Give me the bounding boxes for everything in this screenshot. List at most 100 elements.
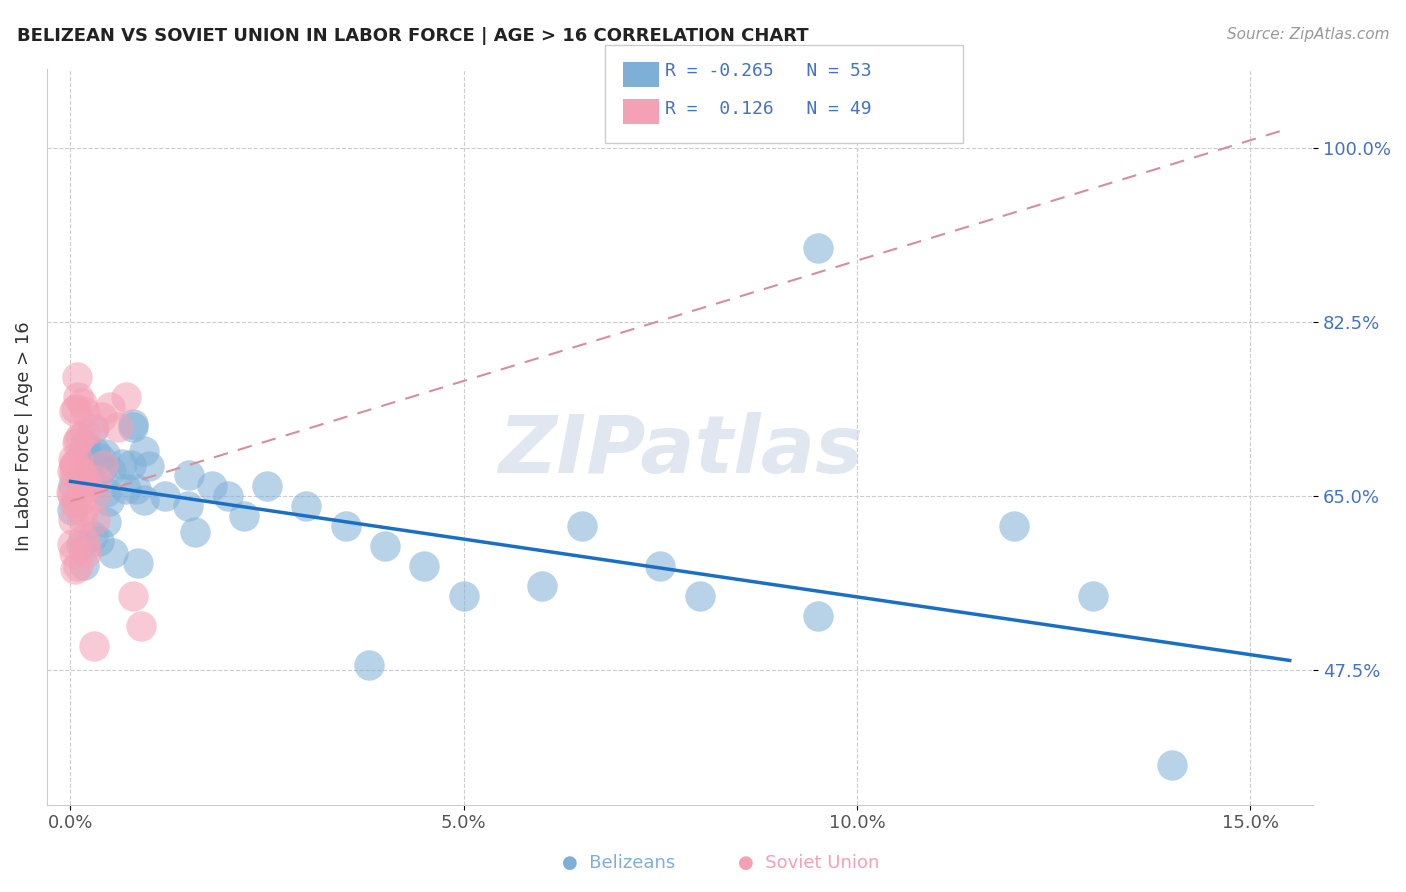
Point	[650, 558, 672, 573]
Point	[59, 485, 82, 500]
Point	[134, 493, 156, 508]
Point	[63, 458, 86, 473]
Text: Source: ZipAtlas.com: Source: ZipAtlas.com	[1226, 27, 1389, 42]
Point	[122, 417, 145, 431]
Point	[100, 464, 122, 478]
Point	[63, 404, 86, 418]
Point	[65, 496, 87, 510]
Point	[453, 589, 475, 603]
Point	[127, 556, 149, 570]
Text: ●  Belizeans: ● Belizeans	[562, 855, 675, 872]
Point	[60, 487, 83, 501]
Point	[114, 390, 136, 404]
Point	[98, 400, 121, 414]
Point	[83, 639, 105, 653]
Point	[72, 511, 94, 525]
Point	[125, 483, 148, 497]
Point	[94, 447, 117, 461]
Point	[1160, 757, 1182, 772]
Point	[60, 464, 83, 478]
Point	[83, 445, 105, 459]
Point	[134, 443, 156, 458]
Point	[62, 452, 84, 467]
Point	[94, 516, 117, 530]
Point	[122, 589, 145, 603]
Point	[295, 500, 318, 514]
Point	[82, 529, 104, 543]
Point	[122, 419, 145, 434]
Point	[70, 396, 93, 410]
Point	[807, 241, 830, 255]
Point	[101, 546, 124, 560]
Point	[83, 489, 105, 503]
Point	[75, 545, 97, 559]
Point	[89, 533, 111, 548]
Point	[77, 478, 100, 492]
Point	[111, 457, 134, 471]
Point	[84, 513, 107, 527]
Point	[63, 467, 86, 481]
Text: ●  Soviet Union: ● Soviet Union	[738, 855, 879, 872]
Point	[335, 519, 357, 533]
Point	[72, 532, 94, 546]
Point	[62, 478, 84, 492]
Point	[89, 451, 111, 466]
Point	[65, 402, 87, 417]
Point	[83, 420, 105, 434]
Point	[60, 536, 83, 550]
Point	[1081, 589, 1104, 603]
Point	[177, 500, 200, 514]
Point	[63, 458, 86, 472]
Point	[67, 558, 90, 573]
Point	[76, 480, 98, 494]
Point	[153, 489, 176, 503]
Point	[91, 462, 114, 476]
Point	[1002, 519, 1025, 533]
Point	[807, 608, 830, 623]
Text: R =  0.126   N = 49: R = 0.126 N = 49	[665, 100, 872, 118]
Text: BELIZEAN VS SOVIET UNION IN LABOR FORCE | AGE > 16 CORRELATION CHART: BELIZEAN VS SOVIET UNION IN LABOR FORCE …	[17, 27, 808, 45]
Point	[93, 458, 115, 472]
Point	[184, 525, 207, 540]
Point	[531, 579, 554, 593]
Point	[67, 453, 90, 467]
Point	[129, 618, 152, 632]
Point	[107, 419, 129, 434]
Point	[75, 539, 97, 553]
Point	[413, 558, 436, 573]
Point	[70, 482, 93, 496]
Point	[72, 465, 94, 479]
Point	[70, 538, 93, 552]
Y-axis label: In Labor Force | Age > 16: In Labor Force | Age > 16	[15, 322, 32, 551]
Point	[84, 473, 107, 487]
Point	[97, 494, 120, 508]
Point	[77, 467, 100, 481]
Point	[73, 558, 96, 573]
Point	[689, 589, 711, 603]
Point	[374, 539, 396, 553]
Point	[91, 409, 114, 424]
Point	[77, 469, 100, 483]
Point	[79, 452, 101, 467]
Point	[232, 509, 254, 524]
Point	[60, 503, 83, 517]
Point	[179, 467, 201, 482]
Point	[70, 492, 93, 507]
Point	[82, 422, 104, 436]
Point	[73, 482, 96, 496]
Point	[69, 430, 91, 444]
Point	[62, 496, 84, 510]
Text: ZIPatlas: ZIPatlas	[498, 412, 863, 491]
Point	[66, 370, 89, 384]
Point	[217, 489, 239, 503]
Point	[359, 658, 381, 673]
Point	[201, 479, 224, 493]
Point	[72, 504, 94, 518]
Text: R = -0.265   N = 53: R = -0.265 N = 53	[665, 62, 872, 80]
Point	[66, 390, 89, 404]
Point	[62, 513, 84, 527]
Point	[75, 425, 97, 440]
Point	[138, 459, 160, 474]
Point	[94, 484, 117, 499]
Point	[114, 483, 136, 497]
